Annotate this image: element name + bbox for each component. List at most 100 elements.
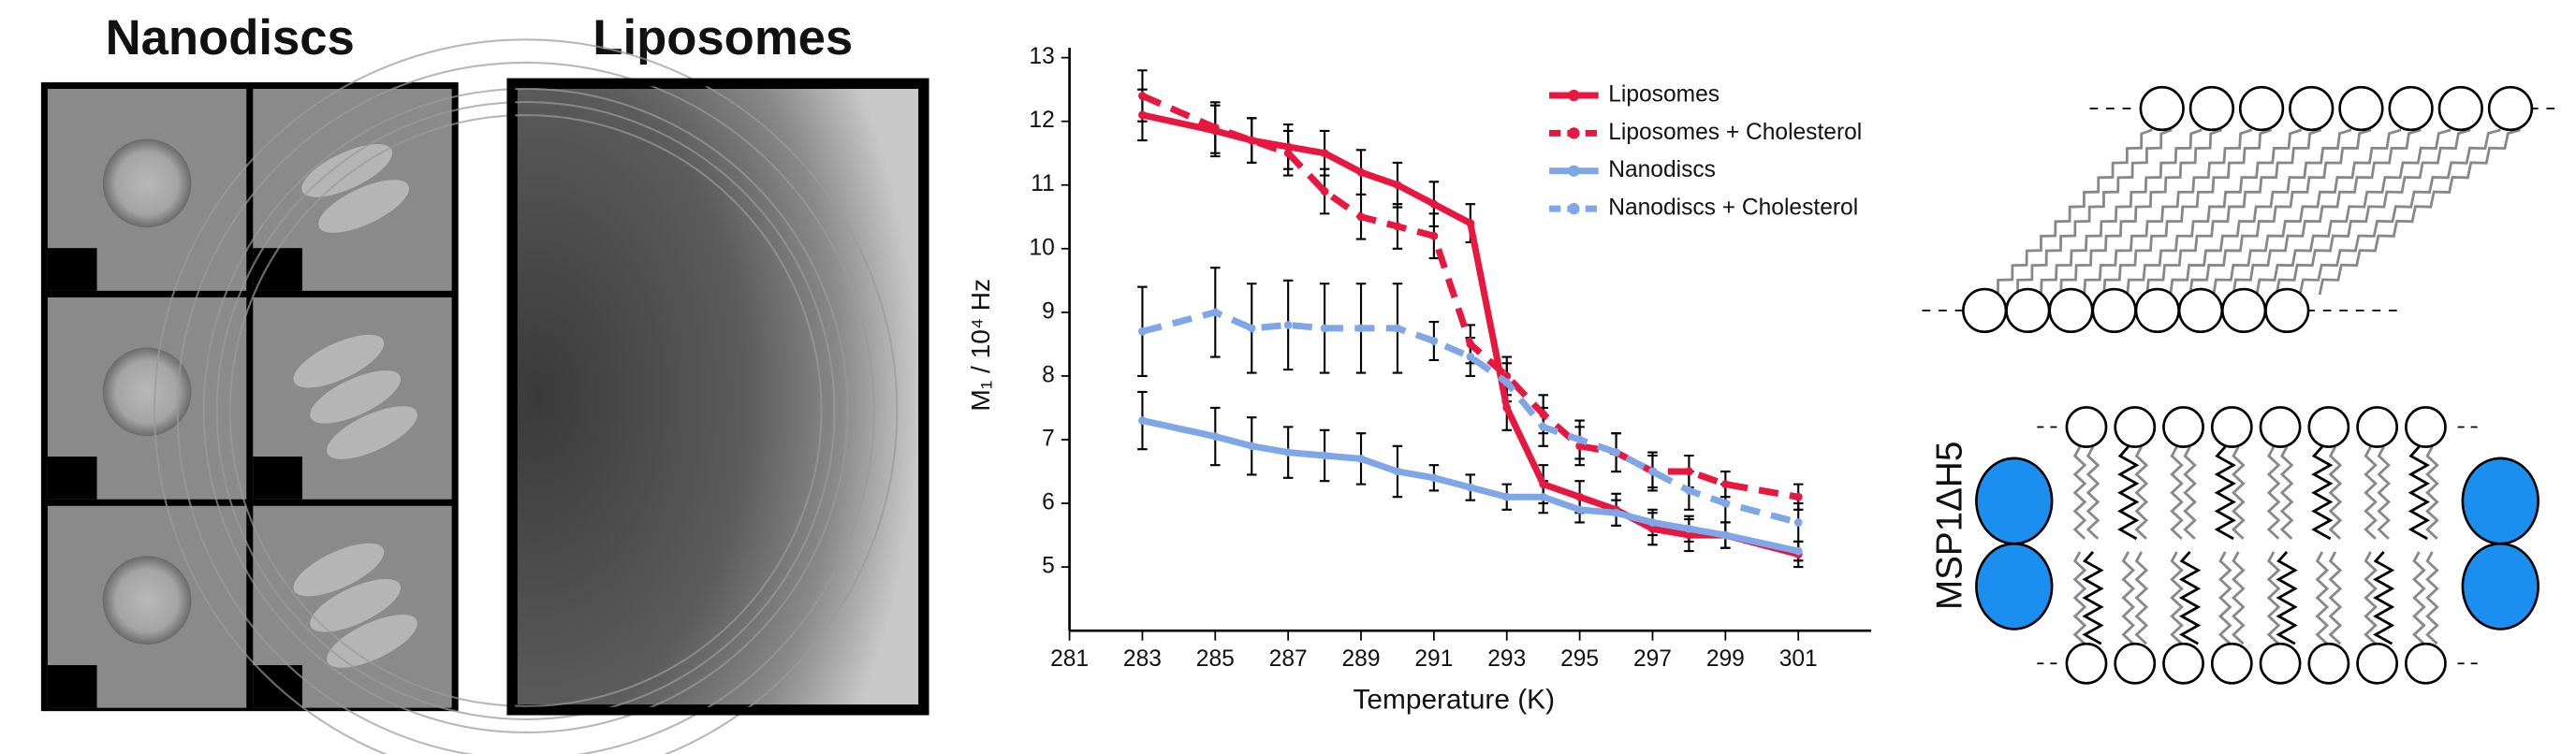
legend-marker <box>1568 202 1580 215</box>
lipid-tail <box>2121 551 2136 645</box>
lipid-tail <box>2328 551 2343 645</box>
lipid-tail <box>2408 445 2431 541</box>
lipid-tail <box>2232 128 2422 296</box>
lipid-tail <box>2232 551 2246 645</box>
y-tick-label: 8 <box>1042 362 1055 387</box>
scale-block <box>253 248 302 291</box>
lipid-tail <box>2328 445 2343 540</box>
point <box>1356 324 1366 333</box>
legend-label: Liposomes <box>1608 81 1720 107</box>
point <box>1210 123 1220 132</box>
lipid-tail <box>2016 128 2173 295</box>
particle <box>301 144 393 197</box>
lipid-tail <box>2412 551 2426 645</box>
lipid-head <box>2210 406 2253 448</box>
x-tick-label: 291 <box>1414 646 1453 672</box>
legend-label: Nanodiscs + Cholesterol <box>1608 196 1858 221</box>
scale-block <box>47 457 97 500</box>
point <box>1210 432 1220 441</box>
particle <box>102 556 192 645</box>
lipid-head <box>2356 642 2399 685</box>
x-tick-label: 287 <box>1269 646 1308 672</box>
point <box>1793 518 1803 527</box>
lipid-tail <box>2214 445 2236 541</box>
point <box>1393 222 1402 231</box>
point <box>1247 442 1256 451</box>
lipid-head <box>2162 642 2204 685</box>
y-tick-label: 13 <box>1029 44 1054 69</box>
lipid-tail <box>2276 550 2298 645</box>
point <box>1320 187 1329 196</box>
lipid-head <box>2338 85 2384 132</box>
lipid-tail <box>2169 128 2352 295</box>
particle <box>310 578 402 632</box>
point <box>1283 142 1293 152</box>
lipid-tail <box>2318 128 2521 296</box>
lipid-tail <box>2170 551 2184 645</box>
lipid-tail <box>2102 128 2273 295</box>
lipid-tail <box>2178 550 2202 645</box>
lipid-tail <box>2126 128 2303 295</box>
x-tick-label: 299 <box>1706 646 1745 672</box>
lipid-head <box>2437 85 2483 132</box>
point <box>1283 448 1293 457</box>
y-tick-label: 9 <box>1042 298 1055 324</box>
point <box>1720 499 1730 508</box>
point <box>1429 231 1439 240</box>
lipid-head <box>2356 406 2399 448</box>
scaffold-protein <box>2461 457 2539 545</box>
lipid-tail <box>2373 550 2395 645</box>
point <box>1320 149 1329 158</box>
legend-marker <box>1568 165 1580 177</box>
lipid-tail <box>2255 128 2452 296</box>
lipid-head <box>2307 642 2350 685</box>
series-line <box>1141 93 1799 500</box>
lipid-head <box>2259 642 2302 685</box>
x-tick-label: 281 <box>1050 646 1089 672</box>
chart: Temperature (K) M₁ / 10⁴ Hz 5 6 7 8 9 10 11 12 1… <box>966 44 1872 716</box>
point <box>1138 416 1147 425</box>
lipid-head <box>2134 287 2180 334</box>
point <box>1575 492 1584 501</box>
point <box>1720 530 1730 540</box>
lipid-head <box>2114 642 2157 685</box>
legend-label: Nanodiscs <box>1608 157 1716 182</box>
lipid-tail <box>2364 551 2378 645</box>
point <box>1429 473 1439 483</box>
lipid-tail <box>2072 445 2087 540</box>
legend-label: Liposomes + Cholesterol <box>1608 120 1862 145</box>
point <box>1793 492 1803 501</box>
lipid-tail <box>2040 128 2203 295</box>
legend-marker <box>1568 127 1580 139</box>
point <box>1320 451 1329 460</box>
point <box>1466 219 1475 227</box>
point <box>1539 480 1548 489</box>
lipid-tail <box>2188 128 2372 295</box>
point <box>1356 167 1366 177</box>
lipid-tail <box>2232 445 2246 540</box>
lipid-tail <box>2117 445 2140 541</box>
lipid-tail <box>2217 551 2232 645</box>
lipid-head <box>2259 406 2302 448</box>
point <box>1247 324 1256 333</box>
lipid-tail <box>2183 445 2197 540</box>
point <box>1502 378 1512 387</box>
point <box>1648 467 1657 476</box>
lipid-head <box>2065 406 2108 448</box>
point <box>1648 518 1657 527</box>
point <box>1648 524 1657 533</box>
lipid-head <box>2210 642 2253 685</box>
lipid-head <box>2238 85 2285 132</box>
x-tick-label: 283 <box>1123 646 1162 672</box>
particle <box>327 406 417 459</box>
lipid-tail <box>2145 128 2322 295</box>
lipid-head <box>2307 406 2350 448</box>
point <box>1685 530 1693 540</box>
leaflet-edge <box>1922 108 2563 312</box>
x-tick-label: 297 <box>1633 646 1672 672</box>
x-tick-label: 301 <box>1779 646 1818 672</box>
lipid-tail <box>1997 128 2153 295</box>
lipid-tail <box>2377 445 2391 540</box>
point <box>1793 546 1803 556</box>
y-tick-label: 5 <box>1042 554 1055 579</box>
